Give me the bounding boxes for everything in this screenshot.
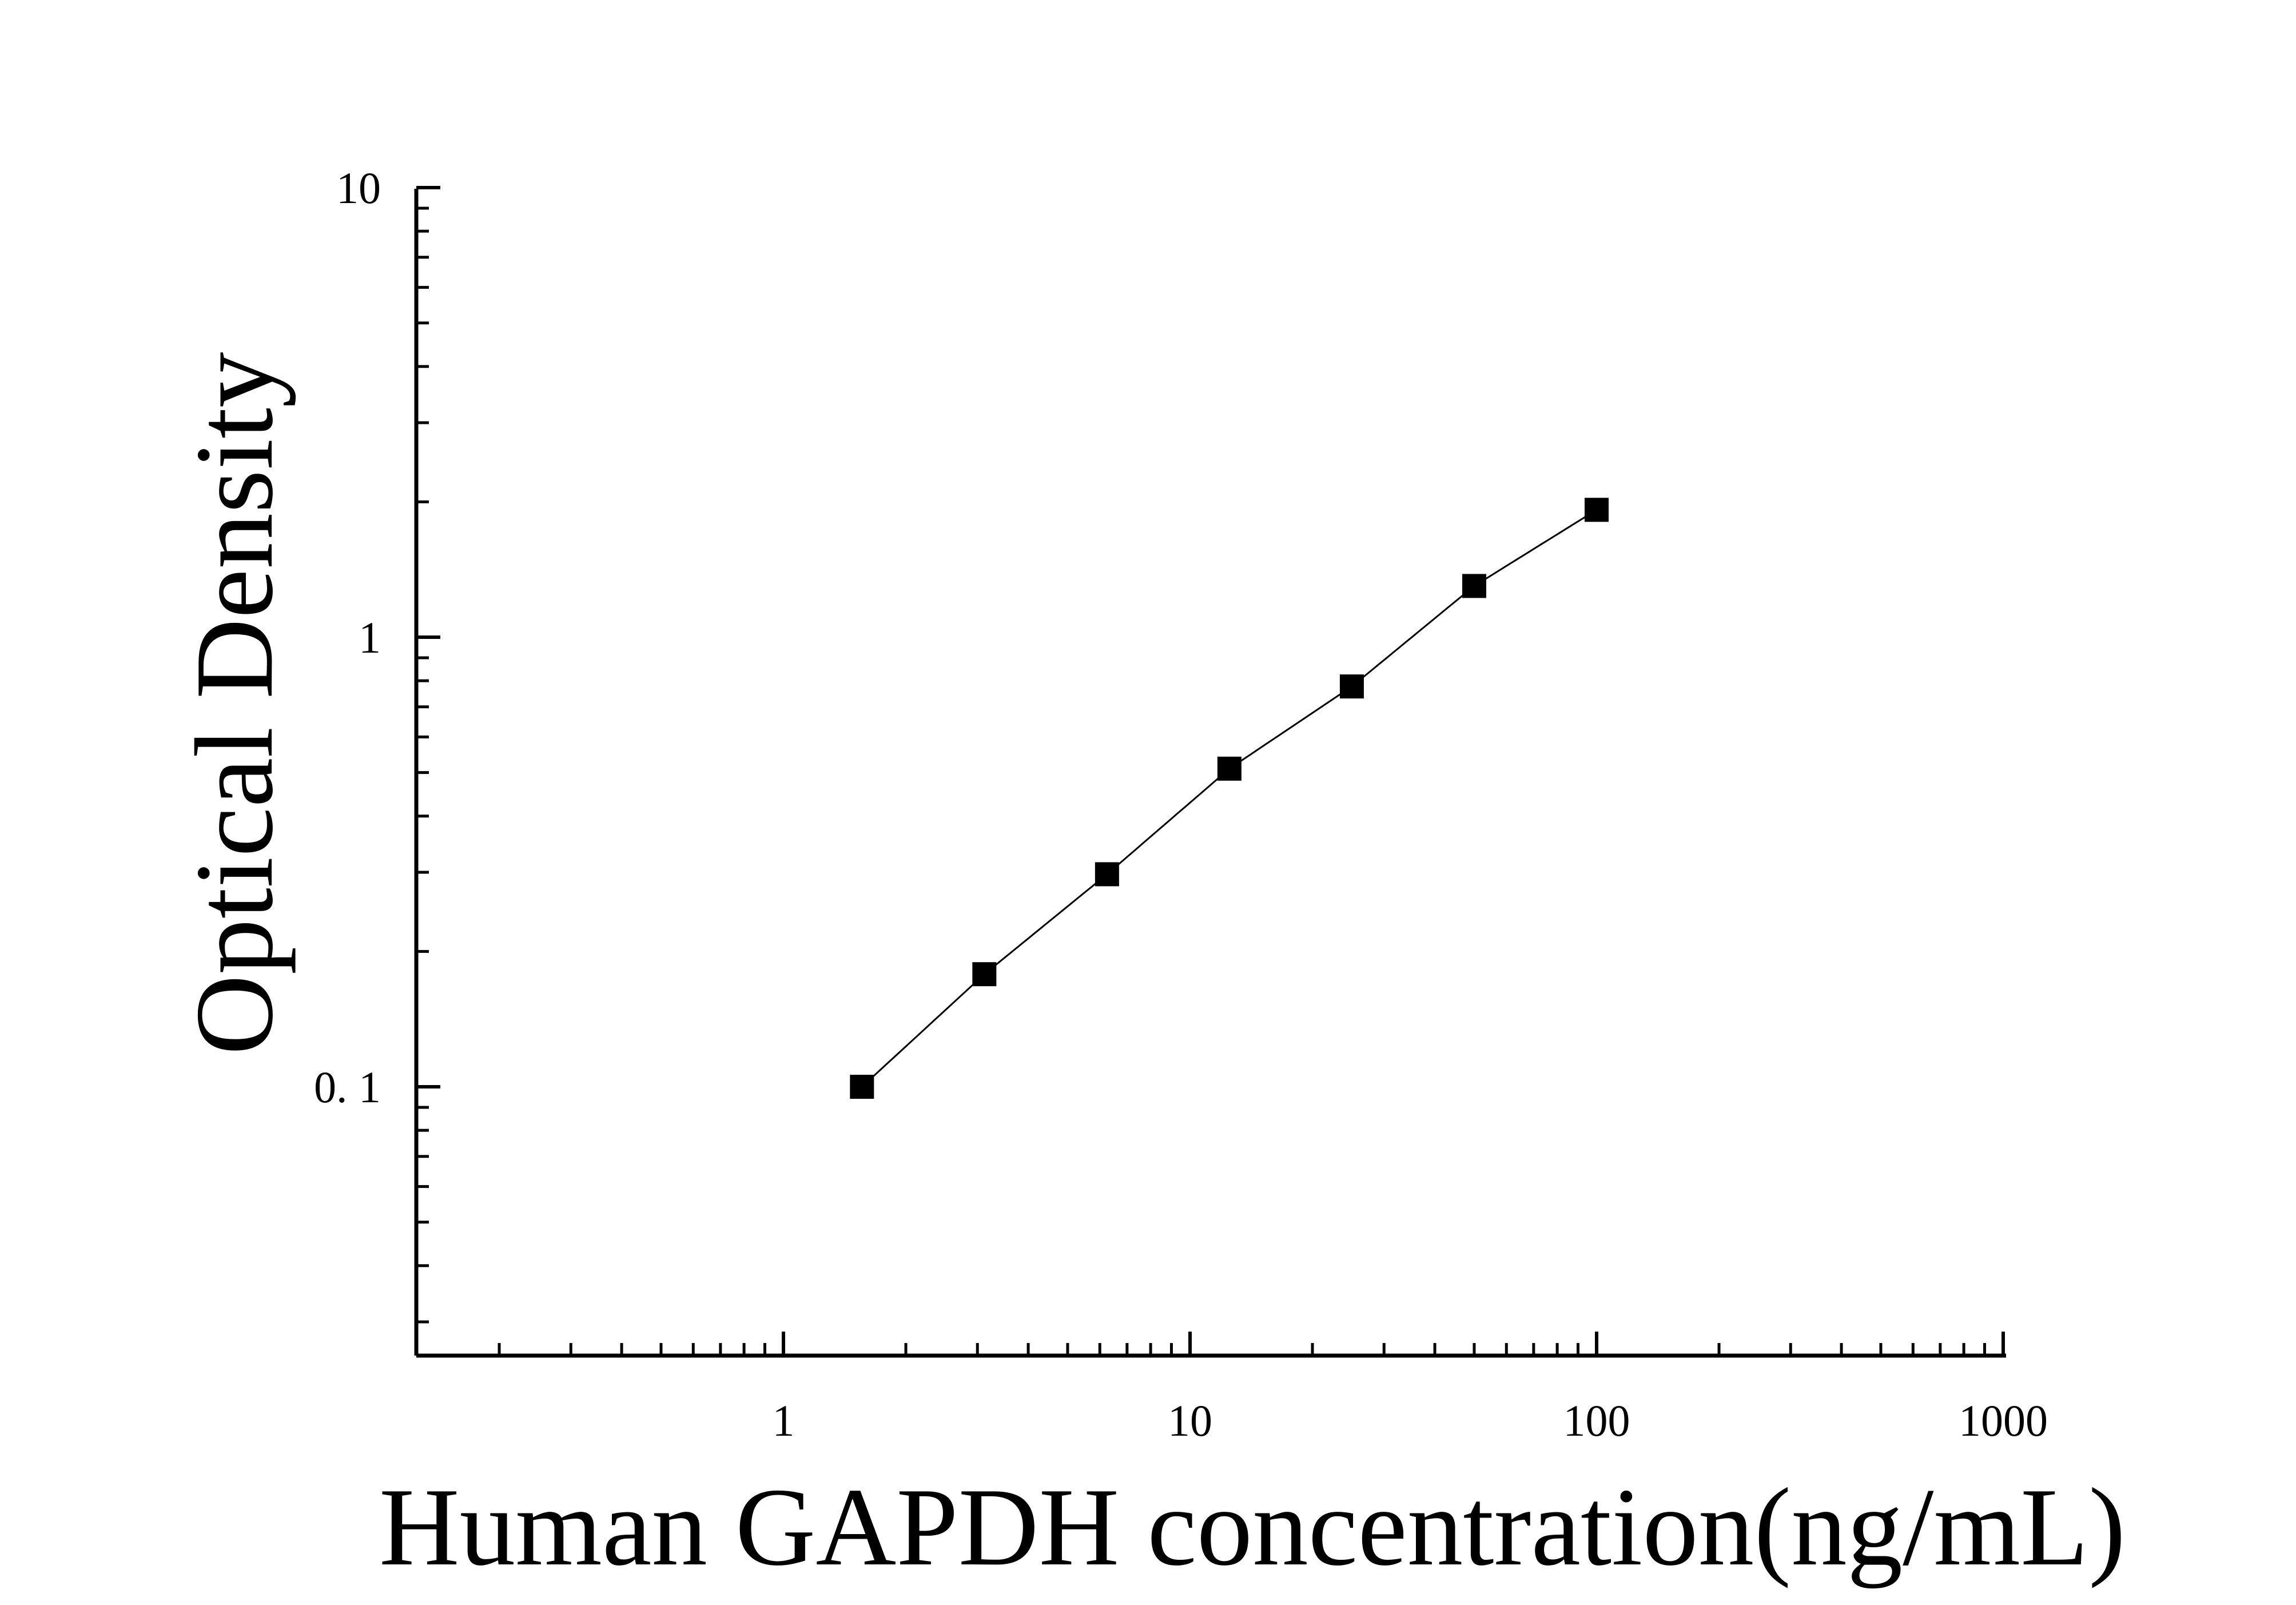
- y-tick-label: 1: [359, 613, 381, 662]
- data-point: [1217, 756, 1241, 781]
- x-major-ticks: 1 10 100 1000: [773, 1332, 2048, 1445]
- data-point: [850, 1075, 874, 1099]
- y-major-ticks: 0. 1 1 10: [314, 163, 440, 1112]
- x-tick-label: 10: [1168, 1396, 1212, 1445]
- x-minor-ticks: [498, 1343, 1986, 1356]
- data-point: [1339, 674, 1364, 699]
- data-point: [972, 962, 997, 987]
- y-axis-title: Optical Density: [173, 352, 296, 1055]
- x-tick-label: 1000: [1959, 1396, 2048, 1445]
- x-tick-label: 100: [1563, 1396, 1630, 1445]
- x-axis-title: Human GAPDH concentration(ng/mL): [379, 1465, 2126, 1589]
- y-tick-label: 0. 1: [314, 1062, 381, 1112]
- data-point: [1585, 498, 1609, 522]
- data-point: [1462, 574, 1486, 598]
- data-point: [1095, 862, 1119, 887]
- y-tick-label: 10: [336, 163, 381, 213]
- x-tick-label: 1: [773, 1396, 795, 1445]
- data-points: [850, 498, 1609, 1099]
- y-minor-ticks: [416, 206, 429, 1324]
